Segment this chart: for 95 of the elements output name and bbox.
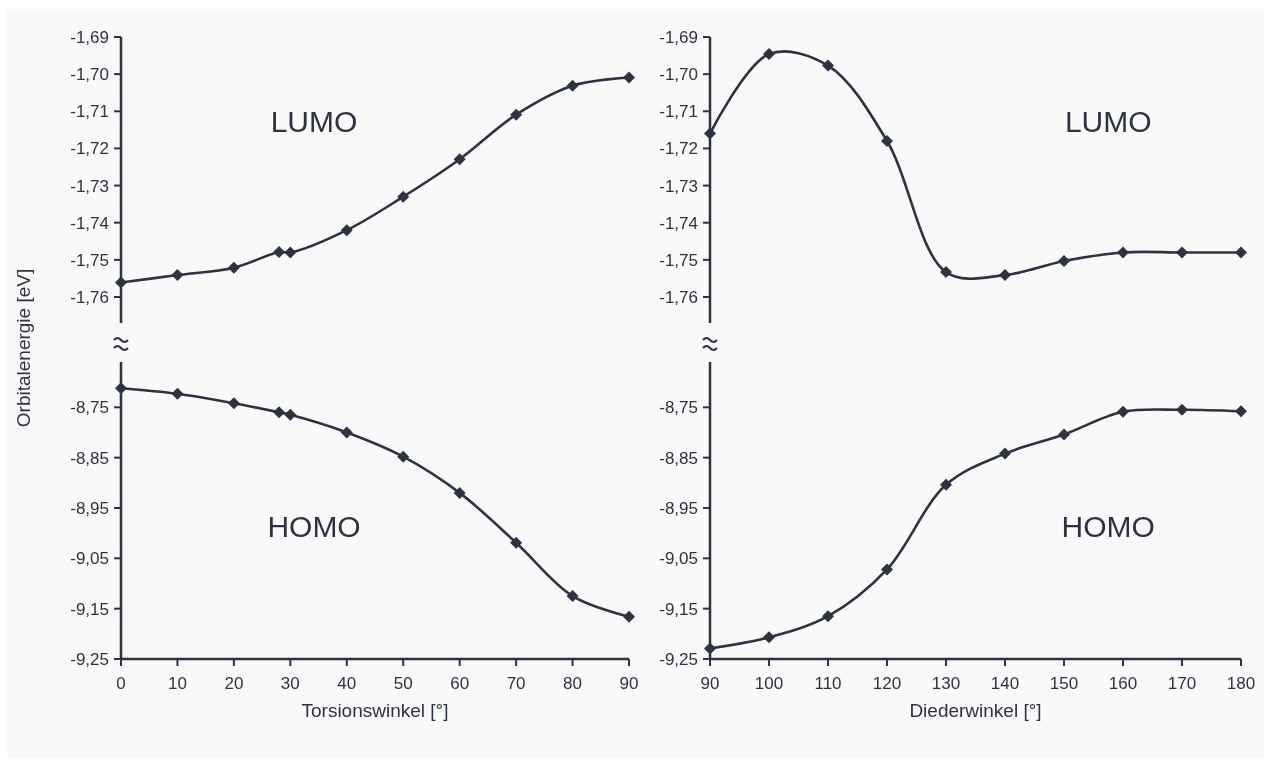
point [284, 246, 297, 259]
y-tick-label: -1,76 [70, 287, 109, 307]
x-tick-label: 40 [337, 674, 357, 693]
y-tick-label: -1,75 [70, 250, 109, 270]
point [284, 408, 297, 421]
y-tick-label: -1,71 [70, 102, 109, 122]
y-tick-label: -1,69 [659, 27, 698, 47]
point [227, 261, 240, 274]
y-tick-label: -1,70 [70, 65, 109, 85]
x-axis-title: Torsionswinkel [°] [301, 700, 449, 721]
y-tick-label: -8,85 [70, 448, 109, 468]
annotation: HOMO [1061, 510, 1155, 543]
x-tick-label: 50 [393, 674, 413, 693]
y-tick-label: -8,95 [70, 498, 109, 518]
x-tick-label: 20 [224, 674, 244, 693]
x-tick-label: 30 [280, 674, 300, 693]
point [227, 397, 240, 410]
point [397, 450, 410, 463]
x-tick-label: 130 [931, 674, 961, 693]
point [340, 426, 353, 439]
y-tick-label: -1,72 [70, 139, 109, 159]
point [623, 71, 635, 84]
y-tick-label: -9,25 [70, 649, 109, 669]
x-tick-label: 90 [700, 674, 720, 693]
y-tick-label: -1,73 [70, 176, 109, 196]
y-tick-label: -1,73 [659, 176, 698, 196]
x-tick-label: 180 [1226, 674, 1256, 693]
y-tick-label: -1,74 [70, 213, 109, 233]
x-tick-label: 160 [1108, 674, 1138, 693]
point [623, 610, 635, 623]
y-tick-label: -1,71 [659, 102, 698, 122]
x-tick-label: 140 [990, 674, 1020, 693]
x-tick-label: 0 [116, 674, 126, 693]
x-tick-label: 70 [506, 674, 526, 693]
annotation: LUMO [1064, 105, 1152, 138]
point [1058, 254, 1070, 267]
y-tick-label: -9,15 [659, 599, 698, 619]
point [510, 536, 523, 549]
y-tick-label: -1,70 [659, 65, 698, 85]
x-tick-label: 100 [754, 674, 784, 693]
point [940, 478, 952, 491]
y-tick-label: -8,75 [70, 398, 109, 418]
x-axis-title: Diederwinkel [°] [909, 700, 1042, 721]
x-tick-label: 110 [814, 674, 842, 693]
point [273, 406, 286, 419]
point [453, 486, 466, 499]
point [999, 447, 1011, 460]
point [453, 153, 466, 166]
x-tick-label: 10 [167, 674, 187, 693]
y-tick-label: -8,75 [659, 398, 698, 418]
point [1117, 405, 1129, 418]
y-tick-label: -8,95 [659, 498, 698, 518]
point [171, 269, 184, 282]
point [763, 631, 775, 644]
point [1235, 246, 1247, 259]
point [822, 610, 834, 623]
y-tick-label: -1,76 [659, 287, 698, 307]
y-tick-label: -1,69 [70, 27, 109, 47]
point [566, 79, 579, 92]
y-tick-label: -9,15 [70, 599, 109, 619]
x-tick-label: 90 [619, 674, 639, 693]
point [822, 59, 834, 72]
y-axis-title: Orbitalenergie [eV] [13, 268, 34, 428]
x-tick-label: 120 [872, 674, 902, 693]
x-tick-label: 60 [450, 674, 470, 693]
point [115, 276, 127, 289]
y-tick-label: -8,85 [659, 448, 698, 468]
y-tick-label: -1,75 [659, 250, 698, 270]
point [171, 387, 184, 400]
point [763, 48, 775, 61]
point [1176, 403, 1188, 416]
point [999, 269, 1011, 282]
y-tick-label: -9,25 [659, 649, 698, 669]
point [1058, 428, 1070, 441]
point [1235, 405, 1247, 418]
y-tick-label: -1,74 [659, 213, 698, 233]
point [704, 127, 716, 140]
point [510, 108, 523, 121]
point [881, 135, 893, 147]
point [397, 190, 410, 203]
point [704, 642, 716, 655]
annotation: HOMO [267, 510, 361, 543]
point [881, 563, 893, 576]
y-tick-label: -9,05 [659, 549, 698, 569]
point [340, 224, 353, 237]
point [566, 590, 579, 603]
y-tick-label: -9,05 [70, 549, 109, 569]
point [940, 266, 952, 279]
x-tick-label: 80 [563, 674, 583, 693]
y-tick-label: -1,72 [659, 139, 698, 159]
x-tick-label: 150 [1049, 674, 1079, 693]
point [1117, 246, 1129, 259]
annotation: LUMO [270, 105, 358, 138]
point [1176, 246, 1188, 259]
x-tick-label: 170 [1167, 674, 1197, 693]
